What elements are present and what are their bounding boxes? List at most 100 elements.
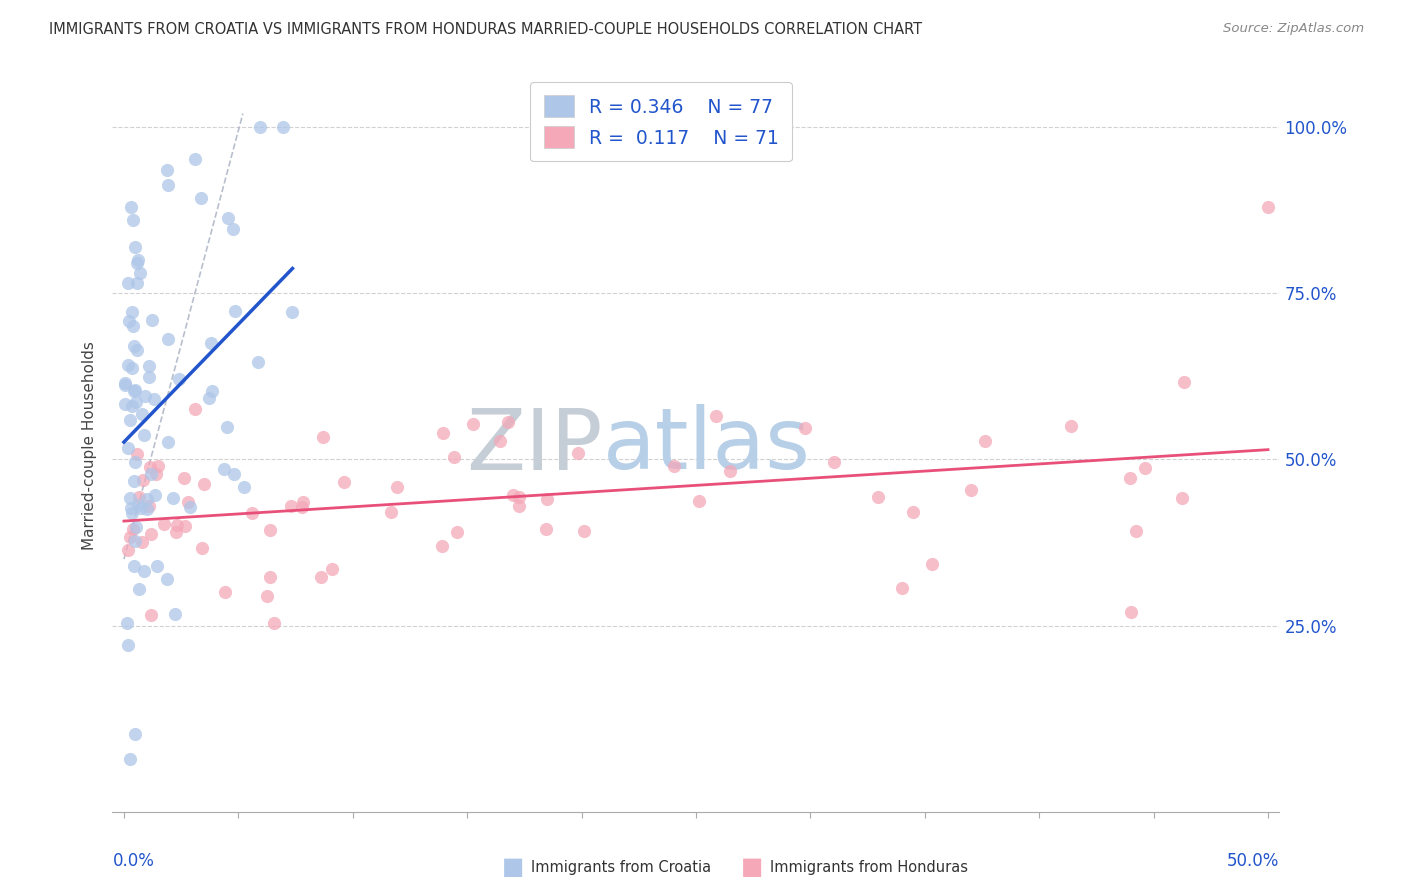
Point <box>156 178 179 193</box>
Point <box>688 493 710 508</box>
Point <box>890 581 912 595</box>
Point <box>1119 605 1142 619</box>
Text: atlas: atlas <box>603 404 811 488</box>
Point <box>249 120 271 134</box>
Point <box>148 458 170 473</box>
Point <box>177 495 200 509</box>
Point <box>122 213 145 227</box>
Point <box>224 303 246 318</box>
Text: ■: ■ <box>502 855 524 879</box>
Point <box>131 534 153 549</box>
Point <box>121 399 143 413</box>
Point <box>259 523 281 537</box>
Point <box>122 339 145 353</box>
Point <box>718 464 741 478</box>
Point <box>311 570 333 584</box>
Point <box>1173 375 1195 389</box>
Point <box>129 266 152 280</box>
Point <box>128 582 150 596</box>
Point <box>508 499 530 513</box>
Point <box>131 408 153 422</box>
Text: ZIP: ZIP <box>467 404 603 488</box>
Point <box>138 359 160 373</box>
Point <box>117 441 139 455</box>
Point <box>793 421 815 435</box>
Point <box>127 276 149 290</box>
Point <box>321 562 343 576</box>
Point <box>122 384 145 398</box>
Point <box>141 313 163 327</box>
Point <box>224 467 246 482</box>
Point <box>129 500 152 515</box>
Point <box>139 608 162 623</box>
Point <box>124 727 146 741</box>
Point <box>273 120 295 134</box>
Text: Immigrants from Croatia: Immigrants from Croatia <box>531 860 711 874</box>
Point <box>232 481 254 495</box>
Point <box>1125 524 1147 539</box>
Point <box>138 369 160 384</box>
Text: ■: ■ <box>741 855 763 879</box>
Point <box>496 415 519 429</box>
Point <box>263 615 285 630</box>
Point <box>141 526 163 541</box>
Point <box>508 491 530 505</box>
Point <box>132 428 155 442</box>
Point <box>246 354 269 368</box>
Point <box>152 517 174 532</box>
Point <box>157 435 180 450</box>
Point <box>128 490 150 504</box>
Point <box>117 276 139 290</box>
Text: 50.0%: 50.0% <box>1227 852 1279 870</box>
Point <box>704 409 727 423</box>
Point <box>291 500 314 514</box>
Point <box>1135 460 1157 475</box>
Point <box>198 391 221 405</box>
Point <box>122 559 145 574</box>
Point <box>142 392 165 406</box>
Point <box>125 395 148 409</box>
Point <box>190 191 212 205</box>
Point <box>664 458 686 473</box>
Point <box>156 332 179 346</box>
Point <box>121 506 143 520</box>
Point <box>120 200 142 214</box>
Point <box>134 564 156 578</box>
Point <box>222 222 245 236</box>
Point <box>136 492 159 507</box>
Point <box>138 499 160 513</box>
Point <box>173 471 195 485</box>
Legend: R = 0.346    N = 77, R =  0.117    N = 71: R = 0.346 N = 77, R = 0.117 N = 71 <box>530 82 792 161</box>
Point <box>136 502 159 516</box>
Point <box>117 358 139 372</box>
Text: IMMIGRANTS FROM CROATIA VS IMMIGRANTS FROM HONDURAS MARRIED-COUPLE HOUSEHOLDS CO: IMMIGRANTS FROM CROATIA VS IMMIGRANTS FR… <box>49 22 922 37</box>
Point <box>174 519 197 533</box>
Point <box>184 152 207 166</box>
Point <box>117 639 139 653</box>
Point <box>921 558 943 572</box>
Point <box>256 589 278 603</box>
Point <box>193 476 215 491</box>
Point <box>959 483 981 497</box>
Point <box>122 522 145 536</box>
Point <box>122 474 145 488</box>
Point <box>120 530 142 544</box>
Point <box>1118 471 1140 485</box>
Point <box>124 533 146 548</box>
Point <box>291 495 314 509</box>
Point <box>124 455 146 469</box>
Point <box>166 518 188 533</box>
Point <box>156 572 179 586</box>
Point <box>121 360 143 375</box>
Point <box>125 256 148 270</box>
Point <box>146 559 169 574</box>
Point <box>125 520 148 534</box>
Point <box>127 343 149 358</box>
Point <box>214 584 236 599</box>
Point <box>114 378 136 392</box>
Point <box>201 384 224 399</box>
Point <box>1257 200 1279 214</box>
Point <box>124 239 146 253</box>
Point <box>281 304 304 318</box>
Text: 0.0%: 0.0% <box>112 852 155 870</box>
